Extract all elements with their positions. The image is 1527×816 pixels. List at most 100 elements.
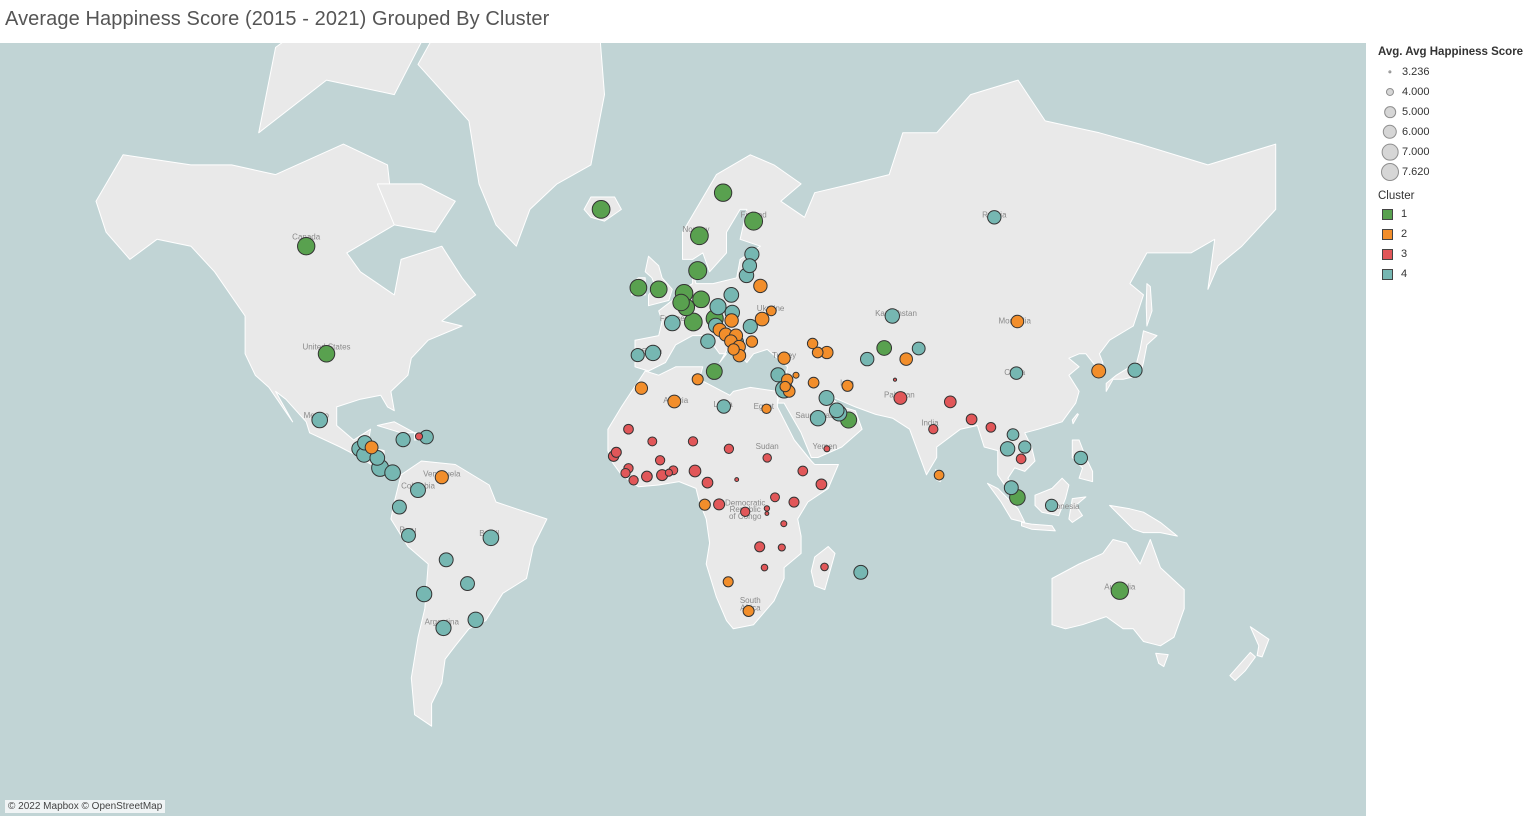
country-point[interactable]: Paraguay (460, 576, 475, 592)
country-point[interactable]: Jamaica (395, 432, 411, 448)
country-point[interactable]: Saudi Arabia (809, 410, 827, 427)
country-point[interactable]: Bulgaria (745, 335, 759, 348)
country-point[interactable]: Tunisia (691, 373, 704, 386)
country-point[interactable]: Canada (297, 237, 316, 256)
country-points[interactable]: Finland Denmark Iceland Norway Switzerland Ne… (297, 183, 1143, 637)
country-point[interactable]: Iraq (807, 376, 820, 389)
country-point[interactable]: Indonesia (1044, 498, 1059, 513)
country-point[interactable]: Pakistan (893, 391, 908, 405)
cluster-legend-item[interactable]: 3 (1378, 244, 1527, 264)
country-point[interactable]: Denmark (688, 261, 708, 281)
country-point[interactable]: Colombia (410, 482, 426, 499)
country-point[interactable]: Portugal (630, 348, 645, 363)
country-point[interactable]: Thailand (999, 441, 1016, 457)
country-point[interactable]: Romania (742, 318, 758, 335)
country-point[interactable]: United States (317, 345, 336, 363)
country-point[interactable]: Japan (1127, 362, 1143, 378)
country-point[interactable]: Sri Lanka (933, 469, 945, 481)
country-point[interactable]: Russia (987, 210, 1002, 225)
country-point[interactable]: Ethiopia (797, 465, 809, 477)
country-point[interactable]: Moldova (754, 311, 770, 327)
country-point[interactable]: Ecuador (391, 499, 407, 515)
country-point[interactable]: Bahrain (828, 402, 845, 419)
country-point[interactable]: Honduras (364, 440, 379, 455)
country-point[interactable]: Uzbekistan (876, 340, 893, 356)
country-point[interactable]: South Africa (742, 604, 755, 618)
country-point[interactable]: Somalia (815, 478, 828, 491)
country-point[interactable]: China (1009, 366, 1024, 380)
country-point[interactable]: Afghanistan (892, 377, 898, 382)
country-point[interactable]: Burkina Faso (654, 455, 666, 466)
country-point[interactable]: Niger (687, 436, 699, 447)
country-point[interactable]: France (663, 314, 681, 332)
country-point[interactable]: Spain (644, 344, 662, 362)
country-point[interactable]: Central African Republic (734, 477, 740, 483)
country-point[interactable]: Laos (1006, 428, 1020, 441)
country-point[interactable]: Yemen (823, 445, 831, 453)
country-point[interactable]: Malawi (777, 543, 786, 552)
country-point[interactable]: Kazakhstan (884, 308, 901, 324)
country-point[interactable]: Philippines (1073, 450, 1089, 466)
country-point[interactable]: Ukraine (765, 305, 777, 317)
country-point[interactable]: India (928, 424, 939, 435)
country-point[interactable]: Kuwait (818, 390, 835, 406)
world-map[interactable]: Canada United States Mexico Venezuela Colomb… (0, 43, 1366, 816)
country-point[interactable]: Iran (841, 379, 854, 392)
country-point[interactable]: Armenia (811, 346, 824, 359)
country-point[interactable]: Uruguay (467, 611, 484, 628)
country-point[interactable]: Malaysia (1003, 480, 1019, 496)
country-point[interactable]: Burundi (764, 511, 770, 516)
country-point[interactable]: Argentina (435, 619, 452, 637)
country-point[interactable]: Rwanda (763, 505, 771, 512)
country-point[interactable]: Zimbabwe (760, 563, 769, 572)
country-point[interactable]: Madagascar (820, 562, 829, 572)
country-point[interactable]: Democratic Republic of Congo (740, 506, 751, 517)
country-point[interactable]: Cameroon (701, 476, 714, 489)
country-point[interactable]: Germany (692, 290, 710, 309)
country-point[interactable]: Czech Republic (709, 298, 727, 316)
country-point[interactable]: Morocco (634, 381, 649, 395)
country-point[interactable]: Tajikistan (899, 352, 913, 366)
country-point[interactable]: Mauritania (623, 423, 634, 435)
country-point[interactable]: Kyrgyzstan (911, 341, 926, 356)
country-point[interactable]: Ireland (629, 278, 648, 297)
country-point[interactable]: Belarus (753, 278, 768, 294)
country-point[interactable]: Finland (744, 211, 764, 231)
country-point[interactable]: Mongolia (1010, 314, 1025, 329)
country-point[interactable]: Algeria (667, 394, 682, 409)
cluster-legend-item[interactable]: 1 (1378, 204, 1527, 224)
country-point[interactable]: Albania (727, 343, 740, 356)
country-point[interactable]: United Kingdom (649, 280, 668, 299)
country-point[interactable]: Turkmenistan (860, 351, 875, 367)
country-point[interactable]: Kenya (788, 496, 800, 508)
country-point[interactable]: Malta (705, 363, 723, 380)
country-point[interactable]: Bolivia (438, 552, 454, 568)
country-point[interactable]: Libya (716, 399, 731, 414)
country-point[interactable]: Hungary (724, 313, 739, 328)
country-point[interactable]: Iceland (591, 200, 611, 219)
country-point[interactable]: Sudan (762, 453, 772, 463)
country-point[interactable]: Zambia (754, 541, 766, 553)
country-point[interactable]: Peru (401, 527, 416, 543)
map-canvas[interactable]: Canada United States Mexico Venezuela Colomb… (0, 43, 1366, 816)
country-point[interactable]: Egypt (761, 403, 772, 414)
country-point[interactable]: Namibia (722, 576, 734, 588)
country-point[interactable]: Norway (690, 226, 709, 246)
country-point[interactable]: Italy (700, 333, 716, 349)
country-point[interactable]: Syria (792, 371, 800, 379)
country-point[interactable]: Venezuela (434, 470, 449, 485)
country-point[interactable]: Liberia (628, 475, 639, 486)
map-attribution[interactable]: © 2022 Mapbox © OpenStreetMap (5, 800, 166, 813)
country-point[interactable]: Cambodia (1015, 453, 1027, 465)
country-point[interactable]: South Korea (1091, 363, 1107, 379)
country-point[interactable]: Mexico (311, 411, 329, 429)
country-point[interactable]: Sweden (713, 183, 733, 202)
country-point[interactable]: Palestine (779, 380, 791, 393)
country-point[interactable]: Tanzania (780, 520, 788, 528)
country-point[interactable]: Bangladesh (965, 413, 978, 426)
country-point[interactable]: Georgia (806, 337, 819, 350)
country-point[interactable]: Chad (723, 443, 735, 454)
country-point[interactable]: Panama (384, 464, 401, 482)
country-point[interactable]: Uganda (770, 492, 780, 503)
country-point[interactable]: Senegal (610, 446, 622, 458)
